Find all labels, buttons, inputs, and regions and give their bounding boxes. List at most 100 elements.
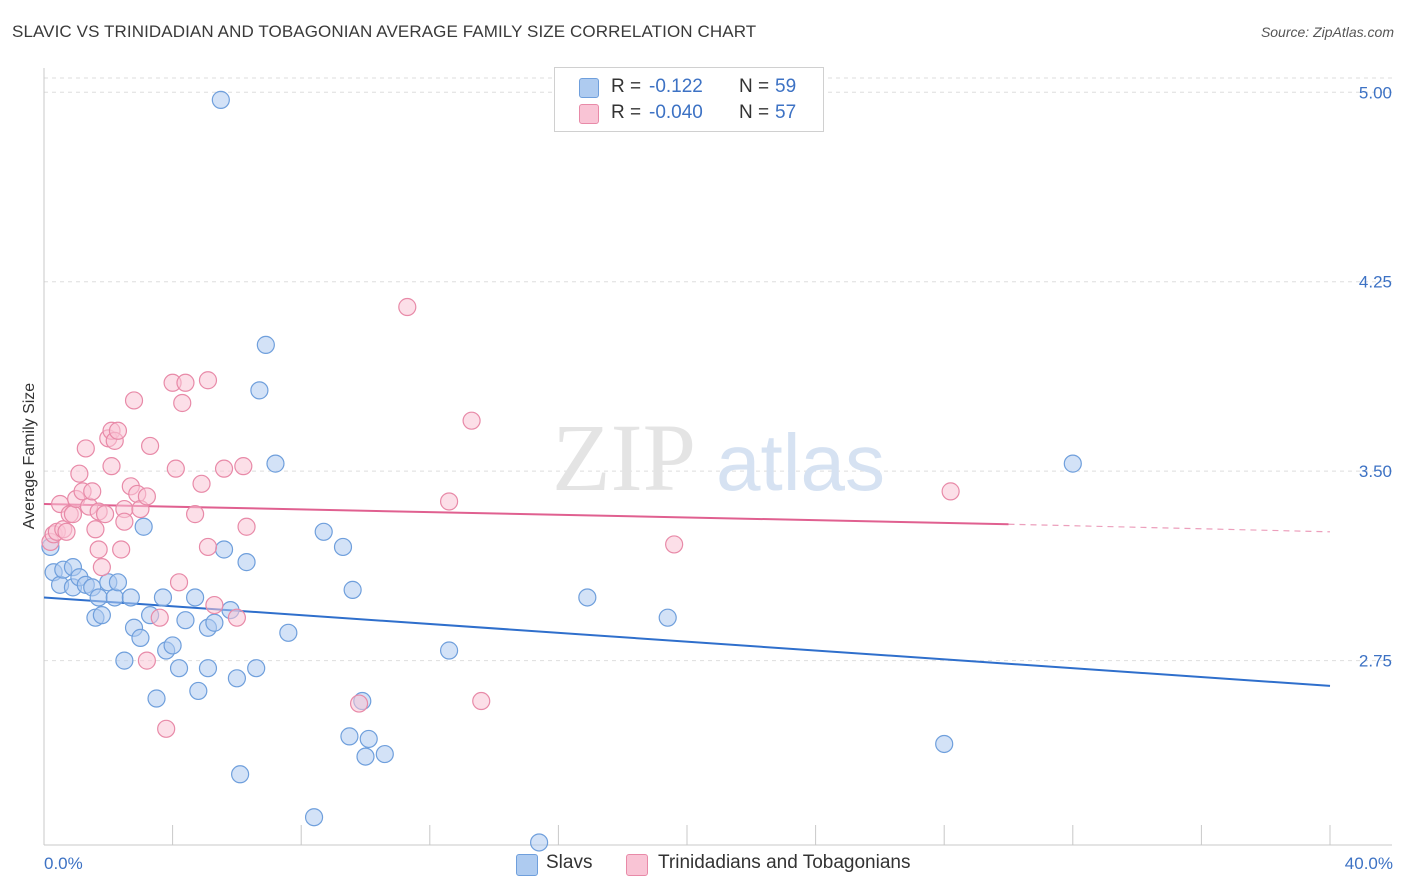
data-point xyxy=(314,522,333,541)
legend-swatch-trinidadians xyxy=(579,104,599,124)
data-point xyxy=(439,492,459,511)
data-point xyxy=(70,464,89,483)
legend-n-value: 59 xyxy=(775,76,797,97)
x-tick-label: 0.0% xyxy=(44,854,83,873)
data-point xyxy=(115,651,134,670)
data-point xyxy=(150,608,169,627)
legend-n-value: 57 xyxy=(775,102,797,123)
y-axis-ticks: 2.75 3.50 4.25 5.00 xyxy=(1359,83,1392,670)
data-point xyxy=(86,520,105,539)
data-point xyxy=(214,459,234,478)
data-point xyxy=(237,553,256,572)
legend-n-label: N = xyxy=(739,102,770,123)
series-slavs xyxy=(41,90,1082,852)
legend-r-value: -0.040 xyxy=(649,102,703,123)
data-point xyxy=(89,588,108,607)
data-point xyxy=(247,659,266,678)
y-tick-label: 3.50 xyxy=(1359,462,1392,481)
data-point xyxy=(198,659,218,678)
data-point xyxy=(234,457,253,476)
gridlines xyxy=(44,77,1392,662)
data-point xyxy=(439,641,459,660)
data-point xyxy=(356,747,375,766)
data-point xyxy=(63,505,83,524)
watermark-atlas: atlas xyxy=(716,418,885,507)
data-point xyxy=(266,454,285,473)
trend-line-slavs xyxy=(43,596,1331,687)
data-point xyxy=(205,595,224,615)
data-point xyxy=(166,459,185,478)
data-point xyxy=(89,540,108,559)
data-point xyxy=(192,474,211,493)
watermark-zip: ZIP xyxy=(552,404,696,511)
data-point xyxy=(398,297,417,317)
x-axis-ticks: 0.0% 40.0% xyxy=(44,854,1393,873)
data-point xyxy=(121,588,140,607)
trend-line-extension xyxy=(1008,523,1331,533)
data-point xyxy=(935,734,954,754)
data-point xyxy=(472,691,491,711)
data-point xyxy=(108,421,128,440)
data-point xyxy=(102,457,121,476)
series-swatch-trinidadians xyxy=(626,854,648,876)
series-label-slavs: Slavs xyxy=(546,852,593,873)
data-point xyxy=(57,522,76,541)
data-point xyxy=(231,765,250,784)
data-point xyxy=(1063,454,1082,473)
data-point xyxy=(186,505,205,524)
legend-r-label: R = xyxy=(611,102,642,123)
data-point xyxy=(205,613,224,632)
data-point xyxy=(359,729,378,749)
data-point xyxy=(214,540,234,559)
data-point xyxy=(333,537,353,557)
data-point xyxy=(227,608,246,627)
data-point xyxy=(124,391,144,410)
data-point xyxy=(169,659,189,678)
data-point xyxy=(198,537,218,557)
data-point xyxy=(108,573,128,592)
data-point xyxy=(115,512,134,531)
data-point xyxy=(227,669,246,688)
trend-line-trinidadians xyxy=(43,503,1009,526)
axes xyxy=(43,68,1392,846)
data-point xyxy=(186,588,205,607)
data-point xyxy=(92,558,111,577)
data-point xyxy=(340,727,359,746)
data-point xyxy=(176,373,195,392)
data-point xyxy=(112,540,131,559)
data-point xyxy=(131,628,150,647)
series-swatch-slavs xyxy=(516,854,538,876)
data-point xyxy=(578,588,597,607)
chart-title: SLAVIC VS TRINIDADIAN AND TOBAGONIAN AVE… xyxy=(12,22,757,41)
data-point xyxy=(658,608,677,627)
y-tick-label: 4.25 xyxy=(1359,273,1392,292)
series-trinidadians xyxy=(41,297,960,738)
y-axis-label: Average Family Size xyxy=(21,383,38,530)
data-point xyxy=(530,833,549,852)
data-point xyxy=(137,487,156,506)
watermark: ZIP atlas xyxy=(552,404,885,511)
y-tick-label: 2.75 xyxy=(1359,652,1392,671)
legend-r-value: -0.122 xyxy=(649,76,703,97)
data-point xyxy=(105,588,124,607)
data-point xyxy=(343,580,362,599)
data-point xyxy=(163,636,182,655)
series-label-trinidadians: Trinidadians and Tobagonians xyxy=(658,852,911,873)
data-point xyxy=(76,439,95,458)
data-point xyxy=(349,694,369,713)
data-point xyxy=(189,681,208,701)
data-point xyxy=(92,606,111,625)
x-tick-label: 40.0% xyxy=(1345,854,1393,873)
data-point xyxy=(462,411,481,430)
data-point xyxy=(153,588,173,607)
correlation-legend: R = -0.122 N = 59 R = -0.040 N = 57 xyxy=(554,67,824,132)
data-point xyxy=(237,517,256,536)
data-point xyxy=(169,573,189,592)
data-point xyxy=(198,371,218,390)
data-point xyxy=(83,482,102,501)
data-point xyxy=(157,719,176,738)
series-legend: Slavs Trinidadians and Tobagonians xyxy=(0,852,1406,878)
y-tick-label: 5.00 xyxy=(1359,83,1392,102)
data-point xyxy=(147,689,166,708)
